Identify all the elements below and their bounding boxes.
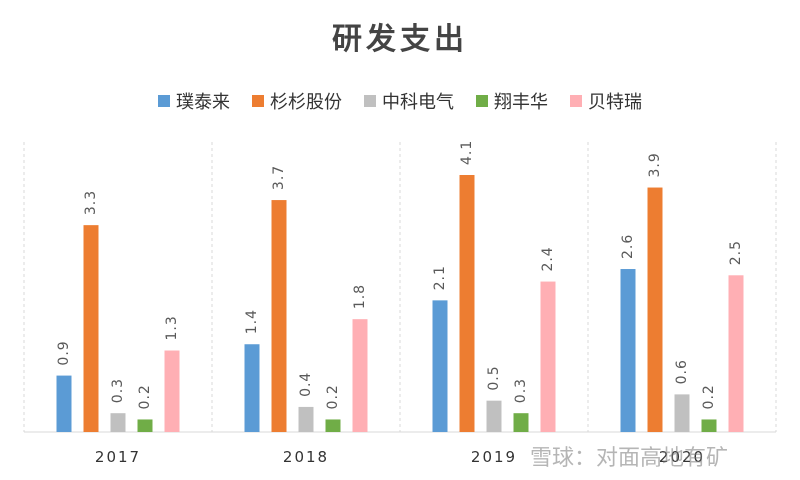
- data-label-2017-2: 3.3: [83, 190, 99, 215]
- bar-2017-3: [110, 413, 126, 432]
- data-label-2018-2: 3.7: [271, 165, 287, 190]
- legend-item-4: 翔丰华: [476, 88, 548, 114]
- legend-label-1: 璞泰来: [176, 92, 230, 113]
- bar-2018-1: [244, 344, 260, 432]
- data-label-2019-4: 0.3: [513, 378, 529, 403]
- bar-2018-3: [298, 406, 314, 432]
- data-label-2020-5: 2.5: [728, 240, 744, 265]
- data-label-2020-3: 0.6: [674, 359, 690, 384]
- bar-2019-5: [540, 281, 556, 432]
- legend-swatch-4: [476, 95, 488, 107]
- legend-label-5: 贝特瑞: [588, 92, 642, 113]
- data-label-2018-1: 1.4: [244, 309, 260, 334]
- legend-label-3: 中科电气: [382, 92, 454, 113]
- data-label-2020-4: 0.2: [701, 384, 717, 409]
- bar-2018-5: [352, 319, 368, 432]
- bar-2019-4: [513, 413, 529, 432]
- data-label-2017-3: 0.3: [110, 378, 126, 403]
- data-label-2018-5: 1.8: [352, 284, 368, 309]
- watermark: 雪球：对面高地有矿: [530, 446, 729, 471]
- x-tick-label-2018: 2018: [283, 448, 329, 466]
- data-label-2020-2: 3.9: [647, 152, 663, 177]
- x-tick-label-2017: 2017: [95, 448, 141, 466]
- data-label-2018-3: 0.4: [298, 372, 314, 397]
- legend-item-3: 中科电气: [364, 88, 454, 114]
- bar-2020-5: [728, 275, 744, 432]
- data-label-2019-2: 4.1: [459, 140, 475, 165]
- data-label-2020-1: 2.6: [620, 234, 636, 259]
- bar-2017-5: [164, 350, 180, 432]
- bar-2020-4: [701, 419, 717, 432]
- bar-2017-2: [83, 225, 99, 432]
- bar-2020-3: [674, 394, 690, 432]
- legend-swatch-2: [252, 95, 264, 107]
- legend-swatch-1: [158, 95, 170, 107]
- legend-swatch-5: [570, 95, 582, 107]
- legend-item-5: 贝特瑞: [570, 88, 642, 114]
- bar-2019-3: [486, 400, 502, 432]
- data-label-2019-5: 2.4: [540, 246, 556, 271]
- data-label-2017-4: 0.2: [137, 384, 153, 409]
- x-tick-label-2019: 2019: [471, 448, 517, 466]
- legend-label-2: 杉杉股份: [270, 92, 342, 113]
- legend-swatch-3: [364, 95, 376, 107]
- legend-item-1: 璞泰来: [158, 88, 230, 114]
- data-label-2019-1: 2.1: [432, 265, 448, 290]
- bar-2018-2: [271, 200, 287, 432]
- x-tick-label-2020: 2020: [659, 448, 705, 466]
- data-label-2018-4: 0.2: [325, 384, 341, 409]
- data-label-2017-5: 1.3: [164, 315, 180, 340]
- chart-title: 研发支出: [332, 22, 468, 57]
- bar-2019-2: [459, 175, 475, 432]
- bar-2020-1: [620, 269, 636, 432]
- data-label-2019-3: 0.5: [486, 365, 502, 390]
- bar-2020-2: [647, 187, 663, 432]
- bar-2017-4: [137, 419, 153, 432]
- data-label-2017-1: 0.9: [56, 340, 72, 365]
- chart-legend: 璞泰来 杉杉股份 中科电气 翔丰华 贝特瑞: [0, 88, 800, 114]
- legend-item-2: 杉杉股份: [252, 88, 342, 114]
- bar-2018-4: [325, 419, 341, 432]
- bar-2017-1: [56, 375, 72, 432]
- legend-label-4: 翔丰华: [494, 92, 548, 113]
- bar-2019-1: [432, 300, 448, 432]
